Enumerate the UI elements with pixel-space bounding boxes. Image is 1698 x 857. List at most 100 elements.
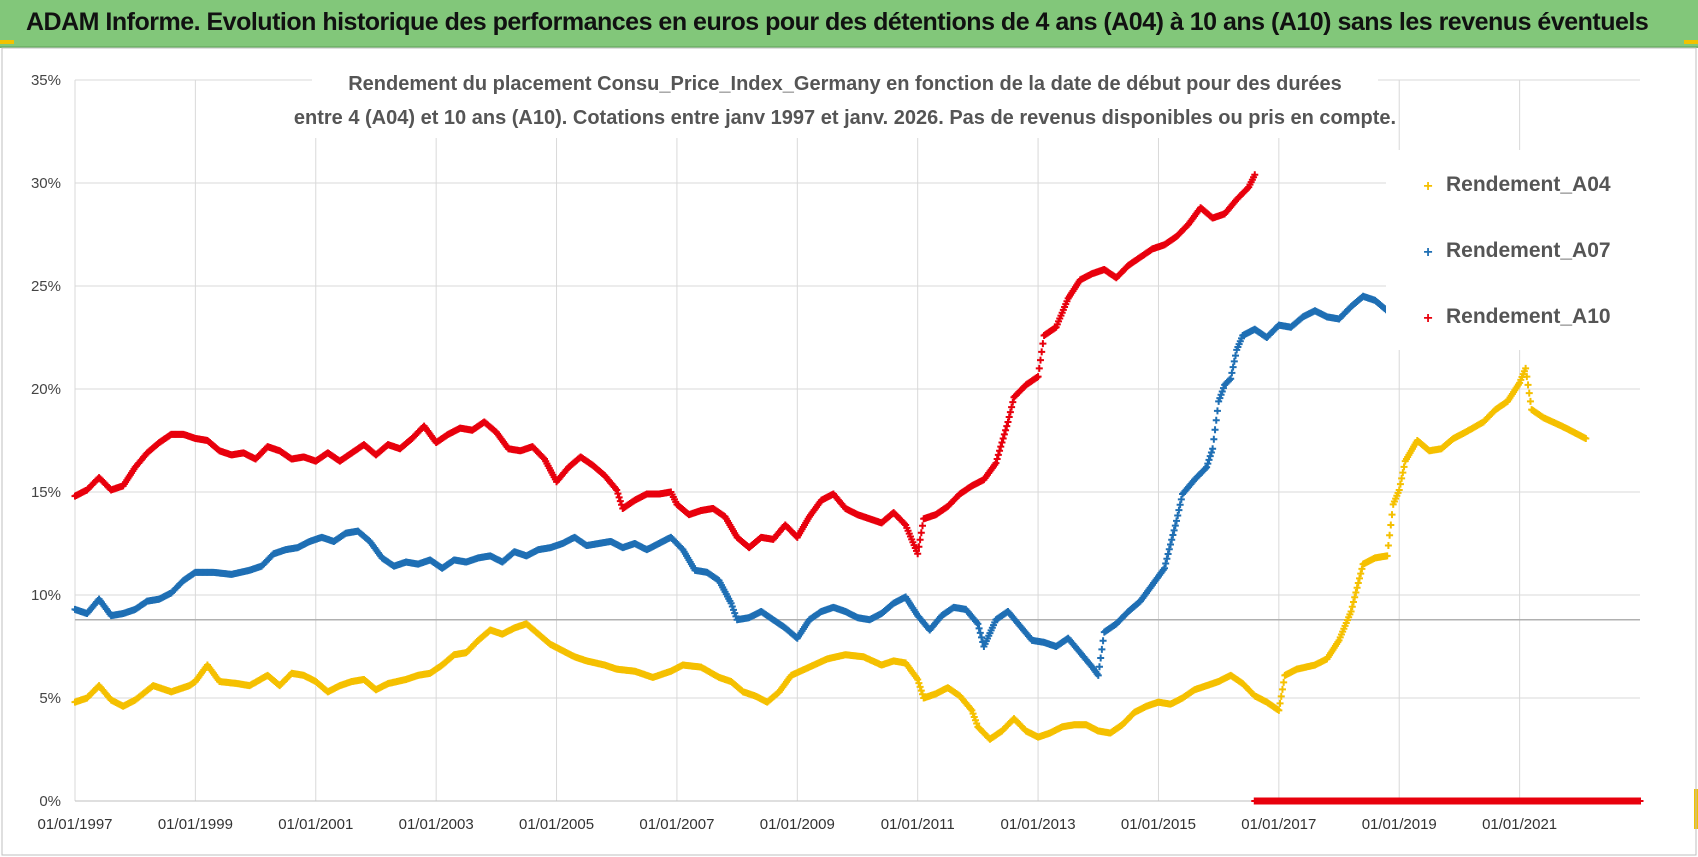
x-tick-label: 01/01/2007 bbox=[639, 816, 714, 833]
data-point bbox=[1206, 452, 1214, 460]
series-Rendement_A07 bbox=[71, 292, 1403, 679]
data-point bbox=[1356, 574, 1363, 582]
data-point bbox=[1008, 403, 1016, 411]
data-point bbox=[613, 486, 621, 494]
legend-marker-icon: + bbox=[1423, 244, 1432, 261]
y-tick-label: 25% bbox=[31, 278, 61, 295]
data-point bbox=[1212, 416, 1220, 424]
data-point bbox=[1230, 357, 1238, 365]
data-point bbox=[539, 454, 547, 462]
data-point bbox=[916, 683, 924, 691]
data-point bbox=[1207, 448, 1215, 456]
data-point bbox=[1396, 480, 1404, 488]
data-point bbox=[1526, 397, 1534, 405]
legend-item-a10: + Rendement_A10 bbox=[1423, 305, 1610, 328]
legend-background bbox=[1386, 150, 1646, 350]
data-point bbox=[1348, 603, 1356, 611]
data-point bbox=[1636, 797, 1644, 805]
legend-label: Rendement_A04 bbox=[1446, 173, 1611, 196]
data-point bbox=[1227, 375, 1235, 383]
data-point bbox=[1175, 506, 1183, 514]
data-point bbox=[1204, 460, 1212, 468]
x-tick-label: 01/01/2005 bbox=[519, 816, 594, 833]
x-tick-label: 01/01/2009 bbox=[760, 816, 835, 833]
data-point bbox=[977, 633, 985, 641]
data-point bbox=[1038, 348, 1046, 356]
data-point bbox=[916, 536, 924, 544]
data-point bbox=[1387, 521, 1395, 529]
data-point bbox=[914, 550, 922, 558]
legend-marker-icon: + bbox=[1423, 178, 1432, 195]
x-axis: 01/01/1997 01/01/1999 01/01/2001 01/01/2003… bbox=[37, 816, 1557, 833]
data-point bbox=[996, 447, 1004, 455]
x-tick-label: 01/01/2011 bbox=[881, 816, 955, 833]
data-point bbox=[976, 629, 984, 637]
data-point bbox=[917, 687, 925, 695]
data-point bbox=[974, 620, 982, 628]
data-point bbox=[1162, 559, 1170, 567]
x-tick-label: 01/01/2013 bbox=[1001, 816, 1076, 833]
y-tick-label: 35% bbox=[31, 72, 61, 89]
data-point bbox=[1280, 678, 1288, 686]
legend-label: Rendement_A10 bbox=[1446, 305, 1611, 328]
data-point bbox=[1099, 637, 1107, 645]
data-point bbox=[1352, 589, 1360, 597]
data-point bbox=[917, 529, 925, 537]
data-point bbox=[1177, 495, 1185, 503]
data-point bbox=[1002, 426, 1010, 434]
data-point bbox=[1174, 511, 1182, 519]
data-point bbox=[1205, 456, 1213, 464]
data-point bbox=[1000, 430, 1008, 438]
data-point bbox=[999, 434, 1007, 442]
data-point bbox=[1213, 407, 1221, 415]
data-points bbox=[71, 171, 1644, 805]
chart-title-line-2: entre 4 (A04) et 10 ans (A10). Cotations… bbox=[294, 107, 1396, 129]
data-point bbox=[1349, 598, 1357, 606]
data-point bbox=[1277, 692, 1285, 700]
data-point bbox=[919, 522, 927, 530]
y-axis: 0% 5% 10% 15% 20% 25% 30% 35% bbox=[31, 72, 61, 810]
data-point bbox=[1399, 469, 1407, 477]
data-point bbox=[1039, 340, 1047, 348]
data-point bbox=[1351, 593, 1359, 601]
data-point bbox=[992, 459, 1000, 467]
plot-border bbox=[1, 47, 1697, 856]
data-point bbox=[1169, 531, 1177, 539]
y-tick-label: 10% bbox=[31, 587, 61, 604]
x-tick-label: 01/01/2017 bbox=[1241, 816, 1316, 833]
data-point bbox=[1251, 171, 1259, 179]
data-point bbox=[1005, 413, 1013, 421]
data-point bbox=[1582, 434, 1590, 442]
data-point bbox=[1522, 364, 1530, 372]
corner-marker bbox=[1684, 40, 1698, 44]
data-point bbox=[1400, 463, 1408, 471]
title-background bbox=[312, 66, 1378, 138]
data-point bbox=[1229, 363, 1237, 371]
x-tick-label: 01/01/2021 bbox=[1482, 816, 1557, 833]
data-point bbox=[1034, 373, 1042, 381]
x-tick-label: 01/01/2001 bbox=[278, 816, 353, 833]
series-Rendement_A04 bbox=[71, 364, 1590, 743]
data-point bbox=[1383, 552, 1391, 560]
data-point bbox=[1095, 663, 1103, 671]
data-point bbox=[615, 493, 623, 501]
data-point bbox=[616, 497, 624, 505]
header-bar: ADAM Informe. Evolution historique des p… bbox=[0, 0, 1698, 48]
data-point bbox=[1094, 671, 1102, 679]
data-point bbox=[1386, 531, 1394, 539]
data-point bbox=[1395, 486, 1403, 494]
data-point bbox=[1384, 542, 1392, 550]
data-point bbox=[1035, 364, 1043, 372]
y-tick-label: 30% bbox=[31, 175, 61, 192]
data-point bbox=[1525, 389, 1533, 397]
data-point bbox=[915, 543, 923, 551]
y-tick-label: 5% bbox=[39, 690, 61, 707]
data-point bbox=[915, 679, 923, 687]
data-point bbox=[1203, 463, 1211, 471]
data-point bbox=[1176, 501, 1184, 509]
data-point bbox=[1354, 579, 1362, 587]
data-point bbox=[998, 439, 1006, 447]
data-point bbox=[997, 443, 1005, 451]
data-point bbox=[975, 624, 983, 632]
data-point bbox=[1523, 373, 1531, 381]
